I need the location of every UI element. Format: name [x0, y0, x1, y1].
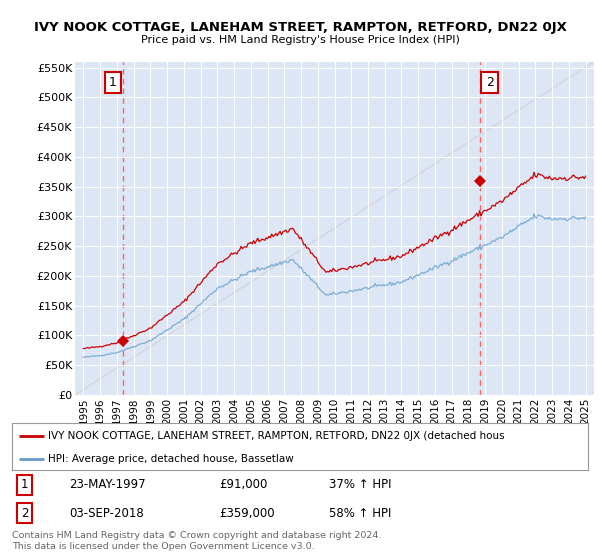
- Text: Contains HM Land Registry data © Crown copyright and database right 2024.: Contains HM Land Registry data © Crown c…: [12, 531, 382, 540]
- Text: 1: 1: [21, 478, 28, 492]
- Text: IVY NOOK COTTAGE, LANEHAM STREET, RAMPTON, RETFORD, DN22 0JX (detached hous: IVY NOOK COTTAGE, LANEHAM STREET, RAMPTO…: [48, 431, 505, 441]
- Text: 58% ↑ HPI: 58% ↑ HPI: [329, 507, 391, 520]
- Text: HPI: Average price, detached house, Bassetlaw: HPI: Average price, detached house, Bass…: [48, 454, 294, 464]
- Text: 23-MAY-1997: 23-MAY-1997: [70, 478, 146, 492]
- Text: 1: 1: [109, 76, 117, 89]
- Text: This data is licensed under the Open Government Licence v3.0.: This data is licensed under the Open Gov…: [12, 542, 314, 551]
- Text: IVY NOOK COTTAGE, LANEHAM STREET, RAMPTON, RETFORD, DN22 0JX: IVY NOOK COTTAGE, LANEHAM STREET, RAMPTO…: [34, 21, 566, 34]
- Text: 2: 2: [486, 76, 494, 89]
- Text: 37% ↑ HPI: 37% ↑ HPI: [329, 478, 391, 492]
- Text: £91,000: £91,000: [220, 478, 268, 492]
- Text: 03-SEP-2018: 03-SEP-2018: [70, 507, 145, 520]
- Text: Price paid vs. HM Land Registry's House Price Index (HPI): Price paid vs. HM Land Registry's House …: [140, 35, 460, 45]
- Text: £359,000: £359,000: [220, 507, 275, 520]
- Text: 2: 2: [21, 507, 28, 520]
